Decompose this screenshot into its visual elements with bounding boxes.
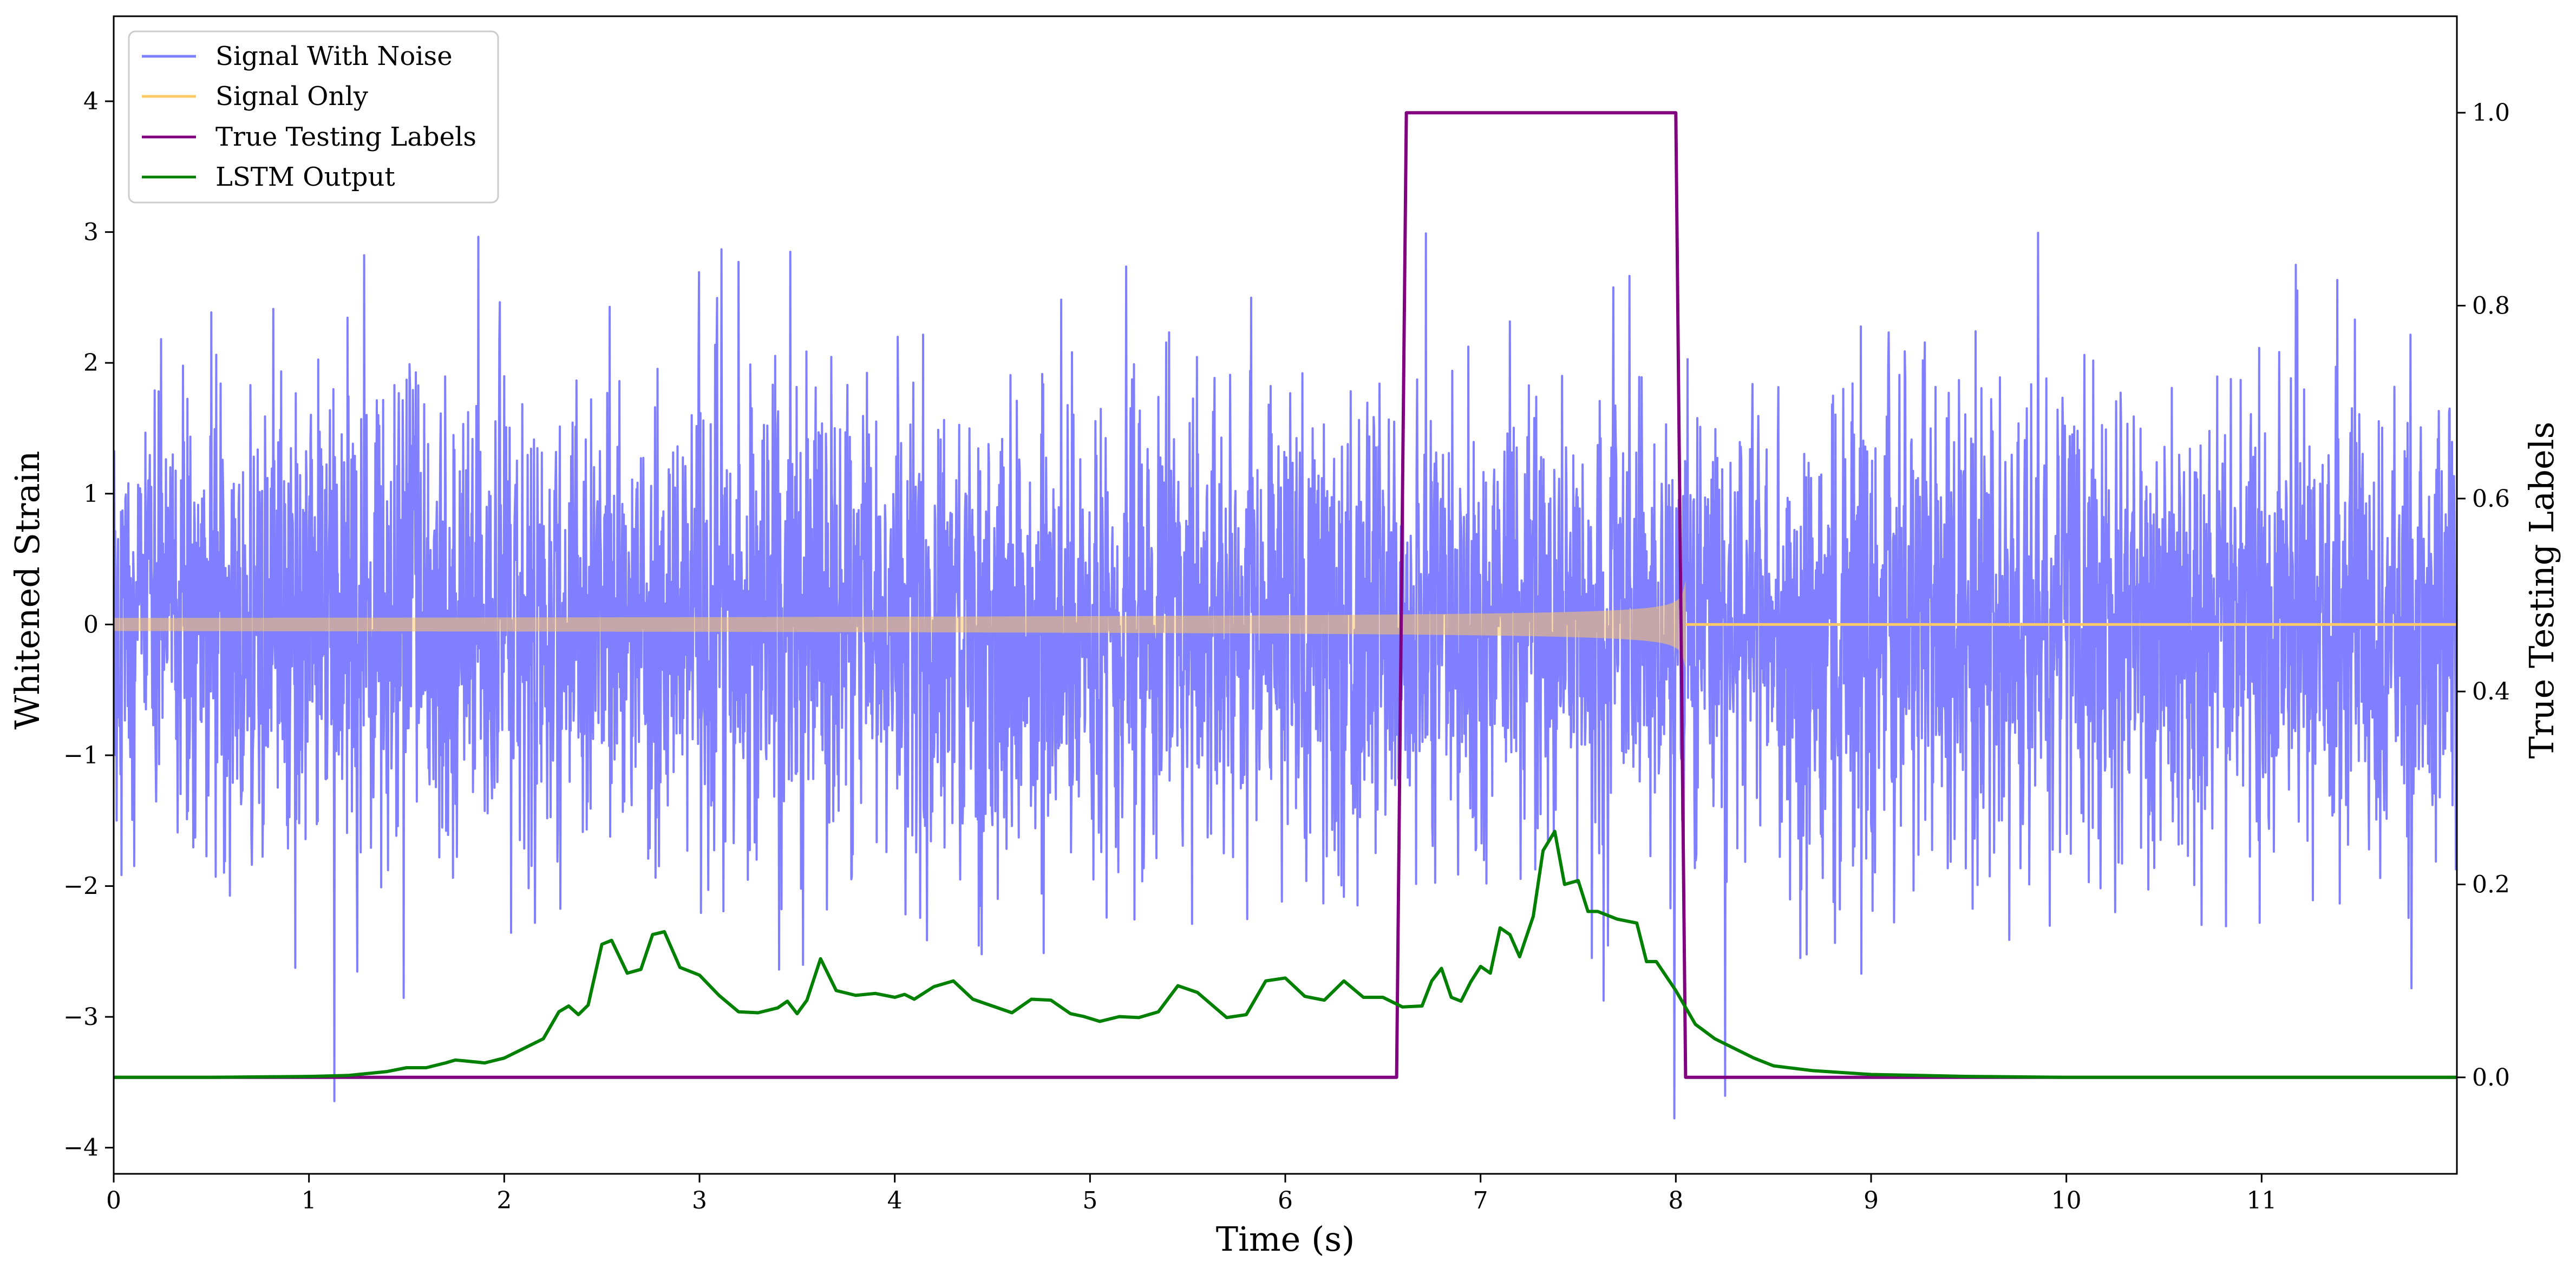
x-axis-label: Time (s): [1216, 1219, 1355, 1259]
x-tick-label: 4: [887, 1187, 903, 1214]
series-true-testing-labels: [114, 111, 2457, 1079]
series-signal-with-noise: [114, 232, 2457, 1120]
plot-area: [114, 111, 2457, 1120]
x-tick-label: 0: [106, 1187, 121, 1214]
x-tick-label: 6: [1278, 1187, 1293, 1214]
y-left-tick-label: −2: [63, 873, 99, 900]
y-left-axis-label: Whitened Strain: [8, 451, 47, 730]
x-tick-label: 7: [1473, 1187, 1488, 1214]
y-left-tick-label: −3: [63, 1003, 99, 1031]
y-left-tick-label: −4: [63, 1134, 99, 1162]
y-right-tick-label: 0.6: [2472, 485, 2510, 513]
series-signal-only: [114, 580, 2457, 669]
x-tick-label: 11: [2246, 1187, 2277, 1214]
x-tick-label: 3: [692, 1187, 707, 1214]
x-axis-ticks: 0 1 2 3 4 5 6 7 8 9 10 11: [106, 1174, 2277, 1214]
y-left-tick-label: −1: [63, 742, 99, 769]
y-left-tick-label: 3: [83, 219, 99, 246]
y-left-tick-label: 4: [83, 88, 99, 115]
y-right-tick-label: 0.8: [2472, 292, 2510, 320]
y-right-tick-label: 1.0: [2472, 99, 2510, 127]
x-tick-label: 5: [1082, 1187, 1097, 1214]
x-tick-label: 10: [2051, 1187, 2082, 1214]
y-left-tick-label: 2: [83, 349, 99, 377]
legend-label-signal-with-noise: Signal With Noise: [215, 41, 453, 71]
legend-box: [128, 30, 499, 204]
signal-only-envelope: [114, 580, 1686, 669]
y-left-tick-label: 1: [83, 480, 99, 508]
legend-label-signal-only: Signal Only: [215, 81, 368, 112]
legend-label-lstm-output: LSTM Output: [215, 162, 395, 192]
y-right-axis-label: True Testing Labels: [2522, 422, 2561, 759]
y-right-axis-ticks: 1.0 0.8 0.6 0.4 0.2 0.0: [2457, 99, 2510, 1092]
x-tick-label: 9: [1864, 1187, 1879, 1214]
legend: Signal With Noise Signal Only True Testi…: [128, 30, 499, 204]
x-tick-label: 2: [496, 1187, 512, 1214]
legend-label-true-testing-labels: True Testing Labels: [215, 122, 476, 152]
y-left-axis-ticks: 4 3 2 1 0 −1 −2 −3 −4: [63, 88, 114, 1162]
y-right-tick-label: 0.0: [2472, 1064, 2510, 1092]
x-tick-label: 8: [1668, 1187, 1683, 1214]
series-lstm-output: [114, 829, 2457, 1079]
y-right-tick-label: 0.2: [2472, 871, 2510, 899]
y-left-tick-label: 0: [83, 611, 99, 638]
y-right-tick-label: 0.4: [2472, 678, 2510, 705]
x-tick-label: 1: [302, 1187, 317, 1214]
